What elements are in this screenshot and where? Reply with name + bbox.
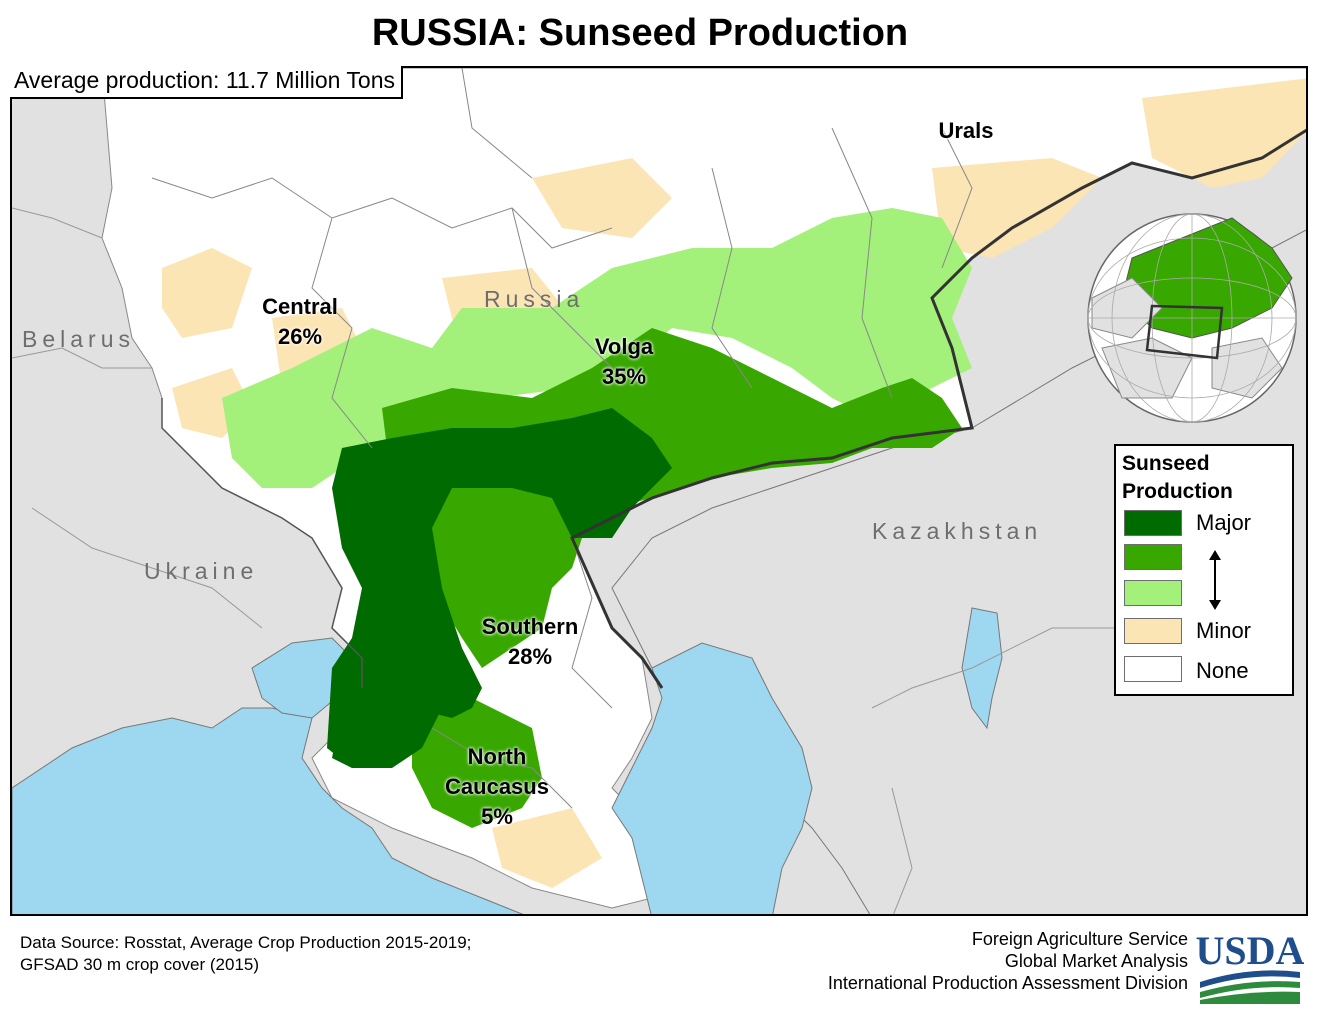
region-label-urals: Urals — [926, 116, 1006, 146]
map-title: RUSSIA: Sunseed Production — [371, 12, 909, 54]
map-frame — [10, 66, 1308, 916]
caspian-sea — [611, 642, 813, 914]
black-sea — [12, 707, 524, 914]
agency-credit: Foreign Agriculture Service Global Marke… — [828, 928, 1188, 994]
aral-sea — [961, 607, 1003, 730]
map-canvas — [12, 68, 1306, 914]
average-production-box: Average production: 11.7 Million Tons — [10, 66, 404, 99]
legend-title-line1: Sunseed — [1122, 452, 1210, 475]
russia-border — [570, 128, 1306, 689]
legend-label-major: Major — [1196, 510, 1252, 535]
region-name: Urals — [938, 118, 994, 143]
data-source: Data Source: Rosstat, Average Crop Produ… — [20, 932, 471, 976]
region-share: 26% — [277, 324, 323, 349]
legend-title-line2: Production — [1122, 480, 1233, 503]
country-label-belarus: Belarus — [22, 326, 135, 352]
major-production-areas — [327, 408, 672, 768]
usda-logo: USDA — [1196, 928, 1304, 1004]
legend-label-none: None — [1196, 658, 1249, 683]
double-arrow-icon — [1209, 550, 1221, 610]
country-label-ukraine: Ukraine — [144, 558, 259, 584]
legend-swatch-minor — [1124, 618, 1182, 644]
region-share: 35% — [601, 364, 647, 389]
region-name: Volga — [594, 334, 654, 359]
region-label-north-caucasus: North Caucasus 5% — [428, 742, 566, 832]
legend-swatch-major — [1124, 510, 1182, 536]
legend-swatch-none — [1124, 656, 1182, 682]
country-label-russia: Russia — [484, 286, 585, 312]
agency-line1: Foreign Agriculture Service — [971, 929, 1188, 949]
region-name: Southern — [481, 614, 579, 639]
usda-logo-text: USDA — [1196, 928, 1304, 973]
region-label-volga: Volga 35% — [576, 332, 672, 392]
foreign-boundaries — [12, 207, 1132, 914]
ukraine-border — [161, 398, 363, 688]
region-share: 28% — [507, 644, 553, 669]
region-label-southern: Southern 28% — [466, 612, 594, 672]
moderate-production-areas — [382, 328, 962, 828]
locator-globe — [1087, 213, 1297, 423]
legend: Sunseed Production Major Minor None — [1114, 444, 1294, 696]
region-name: Central — [262, 294, 338, 319]
legend-swatch-low — [1124, 580, 1182, 606]
agency-line3: International Production Assessment Divi… — [827, 973, 1188, 993]
data-source-line1: Data Source: Rosstat, Average Crop Produ… — [20, 933, 472, 952]
region-name: North — [467, 744, 527, 769]
data-source-line2: GFSAD 30 m crop cover (2015) — [20, 955, 260, 974]
region-name-line2: Caucasus — [445, 774, 549, 799]
agency-line2: Global Market Analysis — [1004, 951, 1188, 971]
legend-swatch-moderate — [1124, 544, 1182, 570]
region-share: 5% — [481, 804, 513, 829]
legend-title: Sunseed Production — [1122, 450, 1233, 506]
legend-label-minor: Minor — [1196, 618, 1252, 643]
regional-boundaries — [151, 68, 973, 809]
region-label-central: Central 26% — [250, 292, 350, 352]
country-label-kazakhstan: Kazakhstan — [872, 518, 1043, 544]
